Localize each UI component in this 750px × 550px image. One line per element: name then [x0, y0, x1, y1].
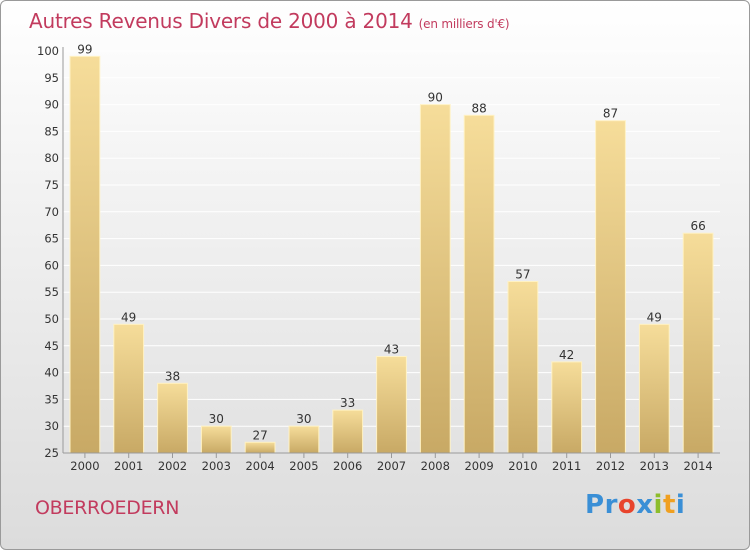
proxiti-logo-letter: x — [636, 490, 654, 520]
x-tick-label: 2007 — [377, 459, 406, 473]
bar-2001 — [113, 323, 145, 454]
chart-title-text: Autres Revenus Divers de 2000 à 2014 — [29, 9, 413, 33]
proxiti-logo-letter: r — [604, 490, 618, 520]
x-tick-label: 2001 — [114, 459, 143, 473]
value-label: 43 — [384, 343, 399, 357]
x-tick-label: 2002 — [158, 459, 187, 473]
x-tick-label: 2000 — [70, 459, 99, 473]
value-label: 66 — [690, 219, 705, 233]
x-tick-label: 2003 — [202, 459, 231, 473]
bar-2004 — [244, 441, 276, 454]
y-axis-ticks: 25 30 35 40 45 50 55 60 65 70 75 80 85 90 95 100 — [37, 44, 59, 460]
value-label: 57 — [515, 267, 530, 281]
x-tick-label: 2011 — [552, 459, 581, 473]
bars — [69, 55, 714, 454]
bar-2006 — [332, 409, 364, 454]
x-tick-label: 2014 — [683, 459, 712, 473]
x-tick-label: 2013 — [640, 459, 669, 473]
value-label: 42 — [559, 348, 574, 362]
value-label: 87 — [603, 107, 618, 121]
commune-name: OBERROEDERN — [35, 497, 180, 519]
proxiti-logo-letter: t — [662, 490, 676, 520]
chart-subtitle: (en milliers d'€) — [418, 17, 510, 31]
value-label: 30 — [209, 412, 224, 426]
proxiti-logo-letter: i — [653, 490, 663, 520]
value-labels: 99 49 38 30 27 30 33 43 90 88 57 42 87 49 66 — [77, 42, 705, 442]
value-label: 33 — [340, 396, 355, 410]
value-label: 30 — [296, 412, 311, 426]
y-tick-label: 90 — [44, 98, 59, 112]
proxiti-logo-letter: i — [675, 490, 686, 520]
bar-2007 — [376, 356, 407, 454]
proxiti-logo[interactable]: Proxiti — [585, 490, 685, 520]
proxiti-logo-letter: P — [585, 490, 605, 520]
y-tick-label: 30 — [44, 419, 59, 433]
x-tick-label: 2004 — [245, 459, 274, 473]
y-tick-label: 80 — [44, 151, 59, 165]
value-label: 38 — [165, 369, 180, 383]
y-tick-label: 65 — [44, 232, 59, 246]
bar-2000 — [69, 55, 101, 454]
proxiti-logo-letter: o — [617, 490, 637, 520]
x-tick-label: 2009 — [464, 459, 493, 473]
value-label: 49 — [121, 310, 136, 324]
x-tick-label: 2006 — [333, 459, 362, 473]
value-label: 90 — [428, 91, 443, 105]
bar-2009 — [463, 114, 495, 454]
bar-2011 — [551, 361, 583, 454]
x-tick-label: 2010 — [508, 459, 537, 473]
bar-2002 — [157, 382, 188, 454]
y-tick-label: 25 — [44, 446, 59, 460]
y-tick-label: 45 — [44, 339, 59, 353]
bar-2010 — [507, 280, 539, 454]
y-tick-label: 100 — [37, 44, 59, 58]
bar-2005 — [288, 425, 320, 454]
y-tick-label: 85 — [44, 124, 59, 138]
value-label: 99 — [77, 42, 92, 56]
x-axis-ticks: 2000 2001 2002 2003 2004 2005 2006 2007 2008 2009… — [70, 453, 713, 473]
bar-2003 — [200, 425, 232, 454]
value-label: 27 — [252, 428, 267, 442]
x-tick-label: 2008 — [421, 459, 450, 473]
x-tick-label: 2012 — [596, 459, 625, 473]
y-tick-label: 40 — [44, 366, 59, 380]
y-tick-label: 55 — [44, 285, 59, 299]
value-label: 49 — [647, 310, 662, 324]
bar-2012 — [595, 120, 626, 454]
y-tick-label: 75 — [44, 178, 59, 192]
y-tick-label: 60 — [44, 258, 59, 272]
x-tick-label: 2005 — [289, 459, 318, 473]
bar-2008 — [419, 104, 451, 454]
bar-2013 — [638, 323, 670, 454]
value-label: 88 — [471, 101, 486, 115]
y-tick-label: 95 — [44, 71, 59, 85]
y-tick-label: 35 — [44, 392, 59, 406]
bar-2014 — [682, 232, 714, 454]
y-tick-label: 70 — [44, 205, 59, 219]
y-tick-label: 50 — [44, 312, 59, 326]
chart-title: Autres Revenus Divers de 2000 à 2014 (en … — [29, 9, 510, 33]
